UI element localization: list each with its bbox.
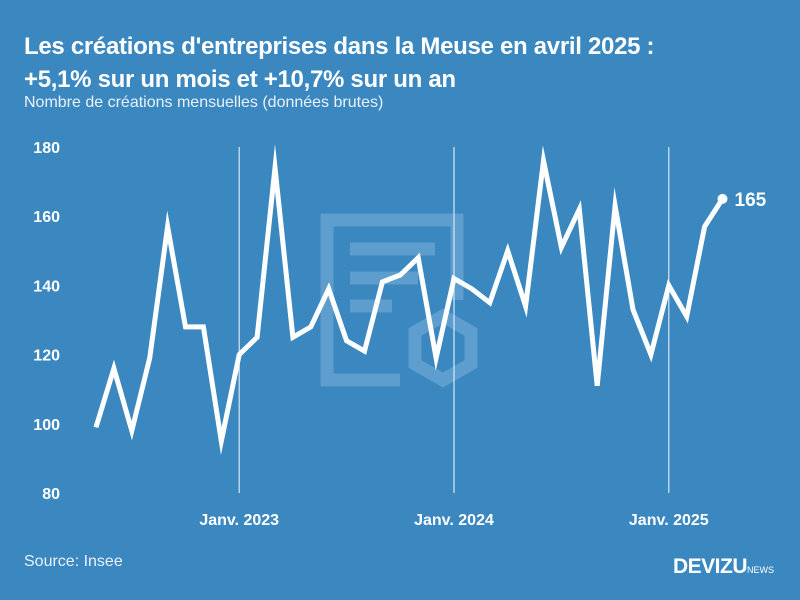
chart-title: Les créations d'entreprises dans la Meus… [24,30,655,96]
logo-suffix: NEWS [747,565,775,575]
logo-main: DEVIZU [673,555,748,578]
y-tick-label: 120 [33,348,60,365]
y-tick-label: 180 [33,140,60,157]
annotations: 165 [735,190,767,211]
y-tick-label: 100 [33,417,60,434]
y-tick-label: 140 [33,278,60,295]
x-tick-label: Janv. 2025 [629,512,709,529]
watermark-hexagon-icon [408,308,478,388]
y-tick-label: 80 [42,486,60,503]
x-tick-label: Janv. 2023 [199,512,279,529]
chart-subtitle: Nombre de créations mensuelles (données … [24,94,384,111]
y-tick-label: 160 [33,209,60,226]
watermark-logo [320,213,478,388]
series-line [93,143,725,456]
last-value-label: 165 [735,190,767,211]
title-line-2: +5,1% sur un mois et +10,7% sur un an [24,66,456,93]
watermark-document-icon [320,213,464,387]
x-axis-ticks: Janv. 2023 Janv. 2024 Janv. 2025 [199,512,708,529]
devizu-logo: DEVIZUNEWS [673,555,774,579]
data-points [95,160,728,442]
x-tick-label: Janv. 2024 [414,512,494,529]
y-axis-ticks: 80 100 120 140 160 180 [33,140,60,503]
gridlines [238,147,670,493]
title-line-1: Les créations d'entreprises dans la Meus… [24,33,655,60]
last-data-point [717,193,728,204]
source-text: Source: Insee [24,553,123,570]
